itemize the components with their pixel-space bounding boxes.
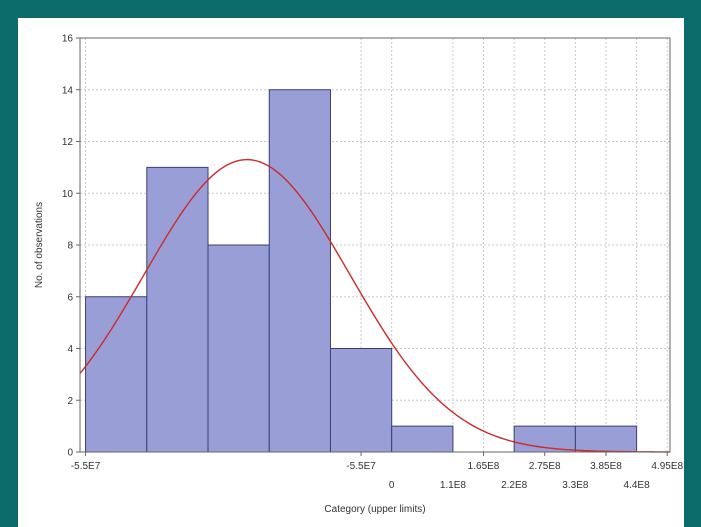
bars [85, 89, 638, 453]
histogram-bar-2 [207, 244, 270, 453]
x-tick-label-bottom: 3.3E8 [562, 480, 589, 491]
y-tick-label: 6 [67, 292, 73, 303]
chart-frame: 0 2 4 6 8 10 12 14 16 -5.5E7 -5.5E7 1.65E8 2.75E8 3.… [18, 18, 684, 527]
x-tick-label-bottom: 0 [389, 480, 395, 491]
y-axis-ticks: 0 2 4 6 8 10 12 14 16 [62, 34, 80, 459]
x-axis-label: Category (upper limits) [324, 504, 425, 515]
x-tick-label-top: 1.65E8 [468, 461, 500, 472]
histogram-bar-1 [146, 166, 209, 453]
x-axis-ticks: -5.5E7 -5.5E7 1.65E8 2.75E8 3.85E8 4.95E8 0 1.1… [71, 452, 683, 491]
x-tick-label-top: -5.5E7 [346, 461, 376, 472]
histogram-bar-4 [329, 348, 393, 453]
y-tick-label: 12 [62, 137, 74, 148]
y-tick-label: 2 [67, 396, 73, 407]
y-tick-label: 8 [67, 241, 73, 252]
histogram-bar-5 [391, 425, 454, 453]
x-tick-label-top: 3.85E8 [590, 461, 622, 472]
histogram-bar-0 [85, 296, 148, 453]
histogram-bar-8 [574, 425, 638, 453]
y-tick-label: 16 [62, 34, 74, 45]
normal-fit-curve [79, 158, 671, 453]
x-tick-label-top: 4.95E8 [651, 461, 683, 472]
y-tick-label: 10 [62, 189, 74, 200]
y-tick-label: 4 [67, 344, 73, 355]
x-tick-label-bottom: 2.2E8 [501, 480, 528, 491]
y-tick-label: 14 [62, 85, 74, 96]
x-tick-label-bottom: 4.4E8 [624, 480, 651, 491]
x-tick-label-top: -5.5E7 [71, 461, 101, 472]
y-tick-label: 0 [67, 448, 73, 459]
x-tick-label-top: 2.75E8 [529, 461, 561, 472]
x-tick-label-bottom: 1.1E8 [440, 480, 467, 491]
y-axis-label: No. of observations [34, 202, 45, 288]
histogram-bar-3 [268, 89, 331, 453]
